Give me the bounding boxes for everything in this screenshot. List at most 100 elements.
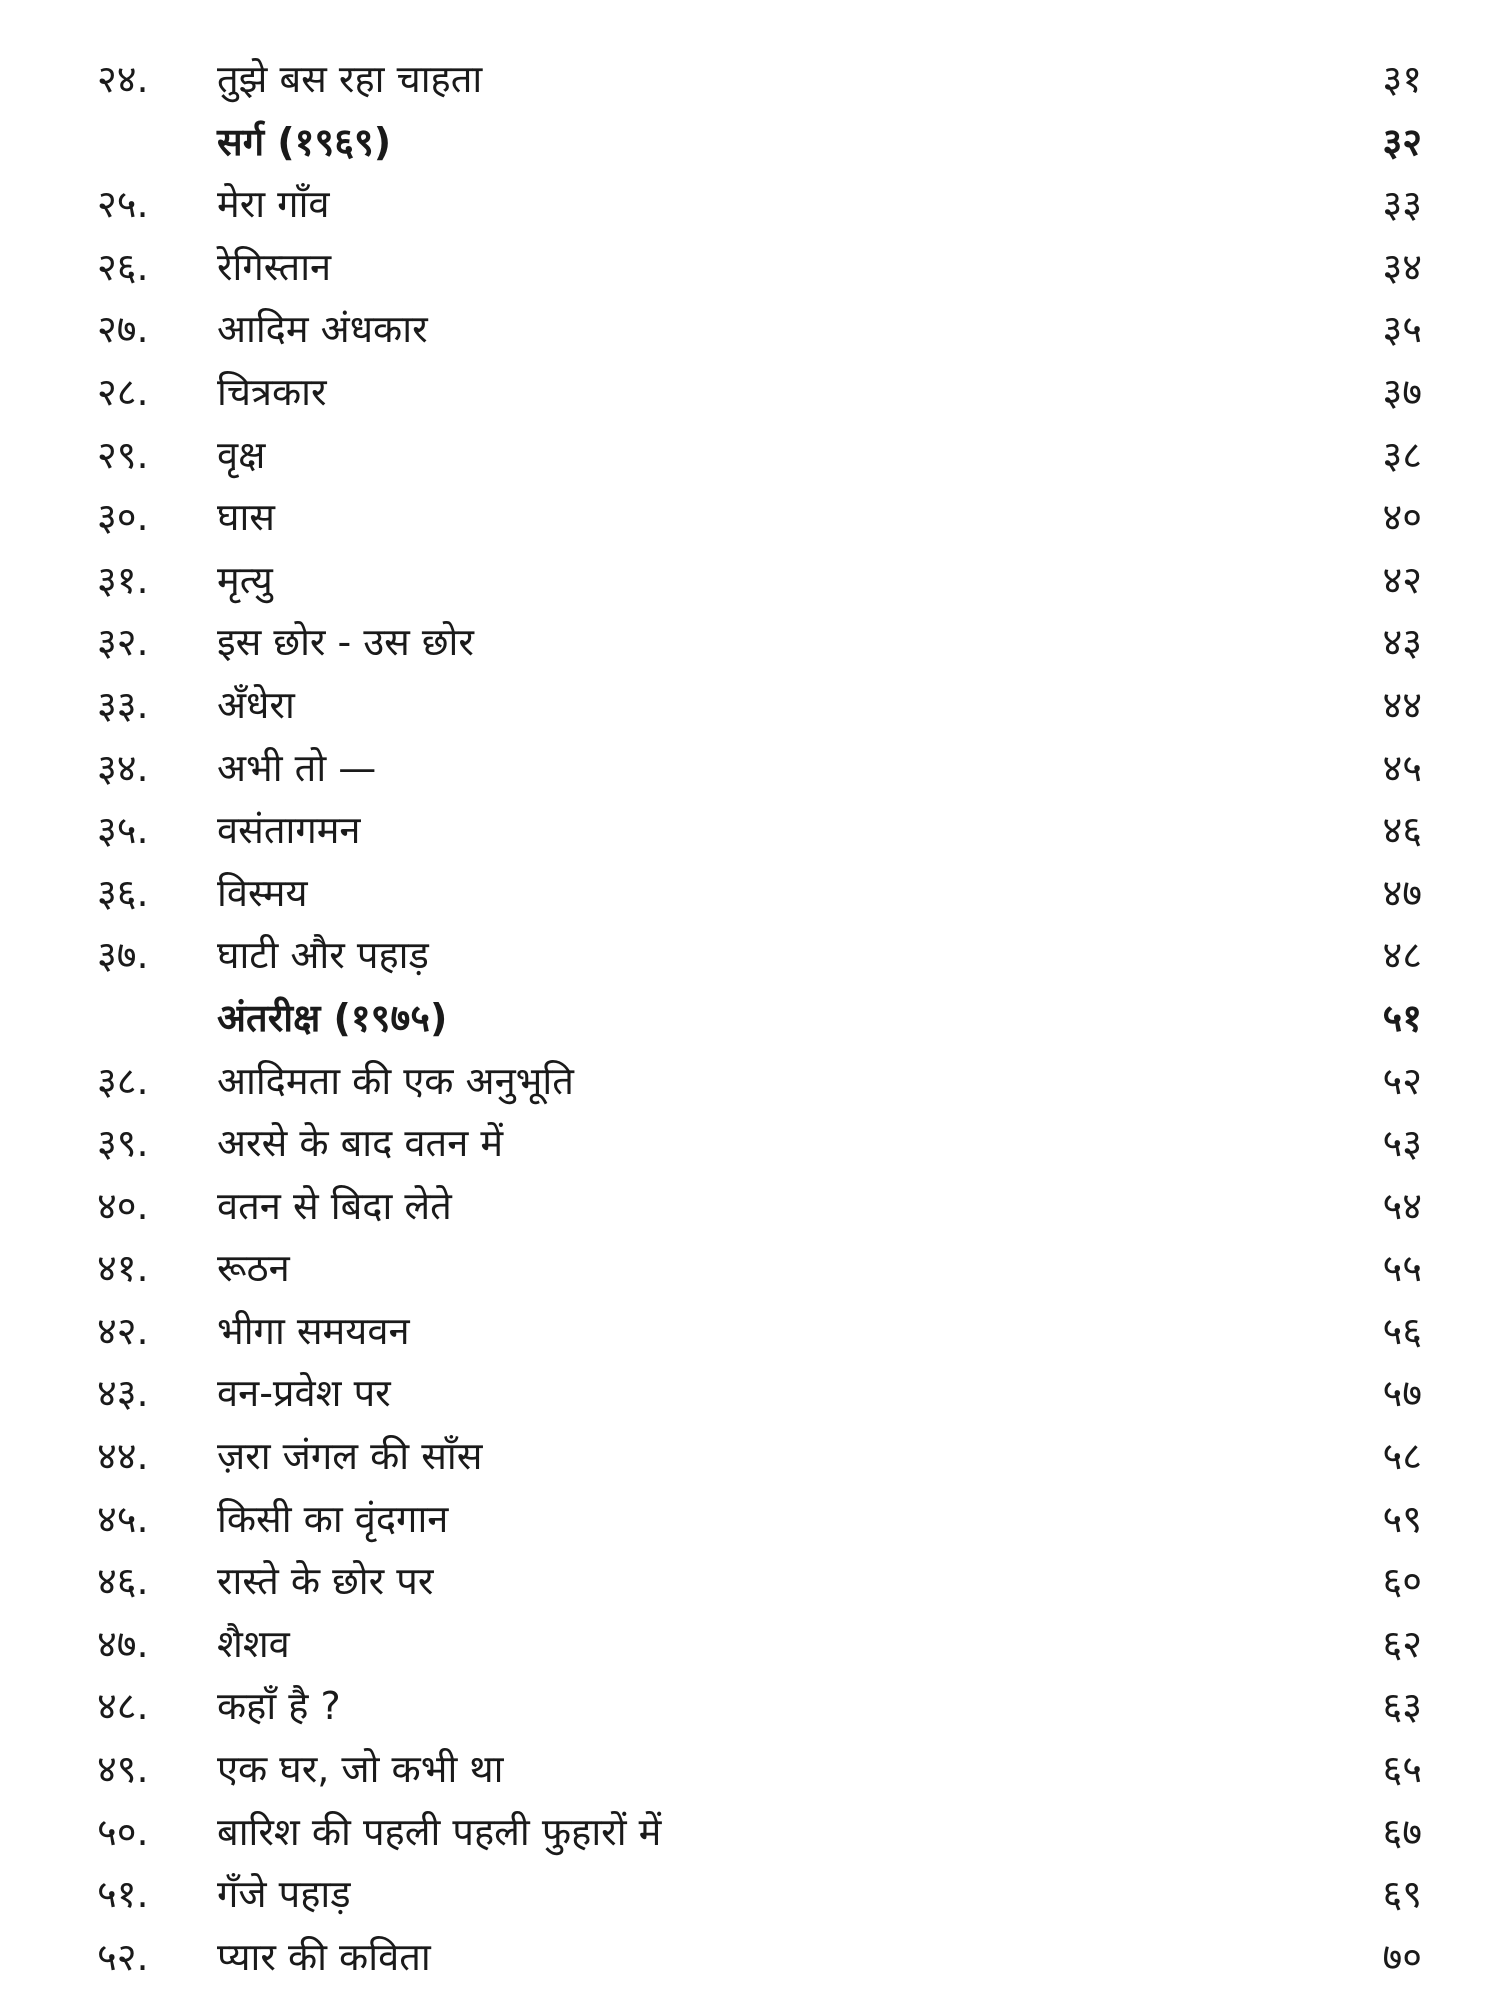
- entry-number: ४५.: [97, 1496, 149, 1541]
- entry-number: २६.: [97, 244, 149, 289]
- toc-section-heading: अंतरीक्ष (१९७५) ५१: [0, 987, 1500, 1050]
- entry-number: २४.: [97, 57, 149, 101]
- entry-number: ४३.: [97, 1371, 149, 1416]
- page-number: ३१: [1382, 57, 1422, 101]
- entry-number: २७.: [97, 307, 149, 352]
- entry-title: रूठन: [217, 1246, 290, 1291]
- page-number: ५२: [1382, 1058, 1422, 1103]
- page-number: ३५: [1382, 307, 1422, 352]
- entry-title: वसंतागमन: [217, 808, 361, 853]
- toc-entry: २९. वृक्ष ३८: [0, 424, 1500, 487]
- page-number: ५५: [1382, 1246, 1422, 1291]
- page-number: ५८: [1382, 1434, 1422, 1479]
- page-number: ४२: [1382, 557, 1422, 602]
- toc-entry: ५०. बारिश की पहली पहली फुहारों में ६७: [0, 1801, 1500, 1864]
- entry-title: मृत्यु: [217, 557, 273, 602]
- toc-entry: ३६. विस्मय ४७: [0, 862, 1500, 925]
- entry-number: ३२.: [97, 620, 149, 665]
- entry-title: चित्रकार: [217, 369, 327, 414]
- entry-number: २५.: [97, 182, 149, 227]
- toc-entry: ४३. वन-प्रवेश पर ५७: [0, 1362, 1500, 1425]
- entry-number: ४१.: [97, 1246, 149, 1291]
- entry-number: ४०.: [97, 1183, 149, 1228]
- entry-title: अरसे के बाद वतन में: [217, 1121, 504, 1166]
- toc-entry: २५. मेरा गाँव ३३: [0, 173, 1500, 236]
- toc-entry: ४०. वतन से बिदा लेते ५४: [0, 1175, 1500, 1238]
- entry-title: इस छोर - उस छोर: [217, 620, 474, 665]
- entry-number: २९.: [97, 432, 149, 477]
- entry-title: एक घर, जो कभी था: [217, 1747, 504, 1792]
- page-number: ६२: [1382, 1621, 1422, 1666]
- entry-number: ४६.: [97, 1559, 149, 1604]
- page-number: ३८: [1382, 432, 1422, 477]
- page-number: ५९: [1382, 1496, 1422, 1541]
- entry-number: ४४.: [97, 1434, 149, 1479]
- entry-number: ३९.: [97, 1121, 149, 1166]
- page-number: ६७: [1382, 1809, 1422, 1854]
- page-number: ४०: [1382, 495, 1422, 540]
- toc-entry: २६. रेगिस्तान ३४: [0, 236, 1500, 299]
- entry-title: रेगिस्तान: [217, 244, 332, 289]
- page-number: ५१: [1382, 995, 1422, 1040]
- entry-number: ३७.: [97, 933, 149, 978]
- entry-number: ५१.: [97, 1872, 149, 1917]
- entry-title: कहाँ है ?: [217, 1684, 341, 1729]
- table-of-contents: २४. तुझे बस रहा चाहता ३१ सर्ग (१९६९) ३२ २५. मे…: [0, 48, 1500, 1988]
- page-number: ४८: [1382, 933, 1422, 978]
- page-number: ५३: [1382, 1121, 1422, 1166]
- entry-title: घाटी और पहाड़: [217, 933, 429, 978]
- page-number: ३४: [1382, 244, 1422, 289]
- toc-section-heading: सर्ग (१९६९) ३२: [0, 111, 1500, 174]
- page-number: ६०: [1382, 1559, 1422, 1604]
- toc-entry: ३८. आदिमता की एक अनुभूति ५२: [0, 1050, 1500, 1113]
- entry-title: भीगा समयवन: [217, 1308, 410, 1353]
- entry-number: ३६.: [97, 870, 149, 915]
- entry-title: घास: [217, 495, 275, 540]
- entry-title: आदिमता की एक अनुभूति: [217, 1058, 574, 1103]
- entry-title: तुझे बस रहा चाहता: [217, 57, 483, 101]
- page-number: ३३: [1382, 182, 1422, 227]
- page-number: ४७: [1382, 870, 1422, 915]
- toc-entry: ३४. अभी तो — ४५: [0, 737, 1500, 800]
- entry-number: ३०.: [97, 495, 149, 540]
- page-number: ५४: [1382, 1183, 1422, 1228]
- entry-title: विस्मय: [217, 870, 308, 915]
- page-number: ५६: [1382, 1308, 1422, 1353]
- entry-title: अंतरीक्ष (१९७५): [217, 995, 448, 1040]
- entry-title: मेरा गाँव: [217, 182, 330, 227]
- page-number: ४५: [1382, 745, 1422, 790]
- entry-title: गँजे पहाड़: [217, 1872, 351, 1917]
- entry-title: शैशव: [217, 1621, 290, 1666]
- toc-entry: ४४. ज़रा जंगल की साँस ५८: [0, 1425, 1500, 1488]
- toc-entry: ३२. इस छोर - उस छोर ४३: [0, 611, 1500, 674]
- toc-entry: २८. चित्रकार ३७: [0, 361, 1500, 424]
- toc-entry: ३१. मृत्यु ४२: [0, 549, 1500, 612]
- page-number: ३७: [1382, 369, 1422, 414]
- entry-title: सर्ग (१९६९): [217, 119, 392, 164]
- page-number: ४६: [1382, 808, 1422, 853]
- toc-entry: ४६. रास्ते के छोर पर ६०: [0, 1550, 1500, 1613]
- entry-number: ३१.: [97, 557, 149, 602]
- page-number: ७०: [1382, 1934, 1422, 1979]
- toc-entry: ५१. गँजे पहाड़ ६९: [0, 1863, 1500, 1926]
- entry-title: अभी तो —: [217, 745, 377, 790]
- toc-entry: ३५. वसंतागमन ४६: [0, 799, 1500, 862]
- toc-entry: ३०. घास ४०: [0, 486, 1500, 549]
- entry-number: ३८.: [97, 1058, 149, 1103]
- page-number: ६९: [1382, 1872, 1422, 1917]
- toc-entry: ३९. अरसे के बाद वतन में ५३: [0, 1112, 1500, 1175]
- entry-number: ३४.: [97, 745, 149, 790]
- entry-number: ५०.: [97, 1809, 149, 1854]
- page-number: ४३: [1382, 620, 1422, 665]
- entry-title: किसी का वृंदगान: [217, 1496, 449, 1541]
- entry-title: अँधेरा: [217, 682, 295, 727]
- entry-number: ३३.: [97, 682, 149, 727]
- toc-entry: ४२. भीगा समयवन ५६: [0, 1300, 1500, 1363]
- entry-number: २८.: [97, 369, 149, 414]
- toc-entry: ३७. घाटी और पहाड़ ४८: [0, 924, 1500, 987]
- page-number: ४४: [1382, 682, 1422, 727]
- toc-entry: ५२. प्यार की कविता ७०: [0, 1926, 1500, 1989]
- entry-number: ३५.: [97, 808, 149, 853]
- toc-entry: २७. आदिम अंधकार ३५: [0, 298, 1500, 361]
- toc-entry: ४७. शैशव ६२: [0, 1613, 1500, 1676]
